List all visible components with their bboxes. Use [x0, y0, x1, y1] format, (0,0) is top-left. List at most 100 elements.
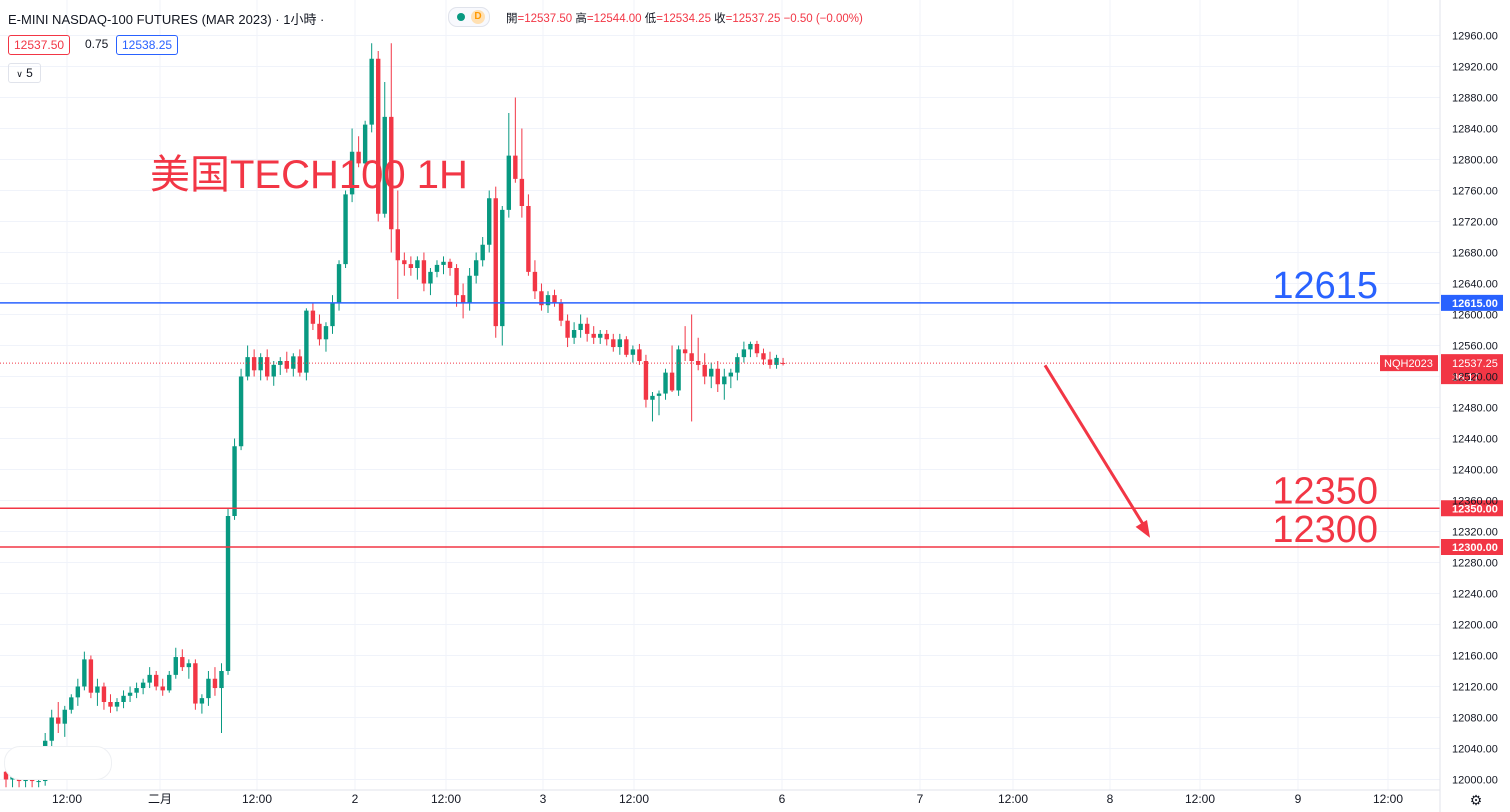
candle-body — [167, 674, 172, 691]
candle-body — [291, 356, 296, 369]
last-price-tag: 12537.25 — [1452, 358, 1498, 370]
time-tick-label: 6 — [779, 792, 786, 806]
candle-body — [591, 333, 596, 338]
low-label: 低 — [644, 13, 657, 25]
candle-body — [709, 368, 714, 377]
candle-body — [695, 361, 701, 365]
candle-body — [650, 395, 655, 400]
level-axis-tag-bg-support-2 — [1441, 539, 1503, 555]
price-axis[interactable]: 12000.00 12040.00 12080.00 12120.00 12160.00… — [1439, 0, 1498, 812]
candle-body — [656, 393, 662, 396]
candle-body — [552, 295, 557, 303]
candle-body — [767, 359, 773, 365]
candle-body — [402, 260, 407, 265]
candle-body — [95, 686, 100, 693]
candle-body — [447, 261, 453, 268]
level-annotation-resistance: 12615 — [1272, 265, 1378, 307]
candle-body — [558, 302, 564, 321]
candle-body — [493, 198, 498, 327]
level-axis-tag-resistance: 12615.00 — [1452, 298, 1498, 310]
close-label: 收 — [714, 13, 726, 25]
candle-body — [682, 349, 688, 354]
price-tick-label: 12400.00 — [1452, 465, 1498, 477]
candle-body — [408, 264, 414, 268]
price-tick-label: 12320.00 — [1452, 527, 1498, 539]
candle-body — [121, 695, 126, 702]
candle-body — [545, 295, 551, 306]
close-value: =12537.25 — [725, 13, 781, 25]
price-tick-label: 12960.00 — [1452, 31, 1498, 43]
level-axis-tag-support-1: 12350.00 — [1452, 503, 1498, 515]
candle-body — [258, 357, 263, 371]
candle-body — [36, 781, 41, 783]
spread-value: 0.75 — [85, 37, 109, 51]
candle-body — [88, 659, 94, 693]
candle-body — [676, 349, 681, 391]
candle-body — [271, 364, 276, 377]
price-tick-label: 12160.00 — [1452, 651, 1498, 663]
candle-body — [565, 320, 570, 338]
candle-body — [134, 688, 139, 693]
candle-body — [473, 260, 479, 276]
price-tick-label: 12120.00 — [1452, 682, 1498, 694]
candle-body — [232, 446, 237, 516]
candle-body — [317, 323, 322, 340]
time-tick-label: 12:00 — [242, 792, 272, 806]
open-label: 開 — [506, 13, 518, 25]
candle-body — [735, 357, 740, 373]
candle-body — [382, 116, 387, 214]
candle-body — [160, 686, 165, 691]
candle-body — [238, 376, 244, 447]
candle-body — [513, 155, 518, 179]
candle-body — [571, 330, 577, 338]
candle-body — [487, 198, 492, 245]
ohlc-legend: 開=12537.50 高=12544.00 低=12534.25 收=12537… — [506, 10, 863, 26]
candle-body — [108, 702, 113, 707]
chart-annotation-title[interactable]: 美国TECH100 1H — [150, 153, 468, 197]
candle-body — [219, 671, 224, 689]
price-tick-label: 12080.00 — [1452, 713, 1498, 725]
candle-body — [669, 372, 675, 391]
price-tick-label: 12720.00 — [1452, 217, 1498, 229]
price-tick-label: 12840.00 — [1452, 124, 1498, 136]
forecast-arrow-shaft — [1043, 364, 1146, 527]
candle-body — [147, 674, 152, 683]
level-axis-tag-bg-support-1 — [1441, 500, 1503, 517]
candle-body — [584, 323, 590, 334]
candle-body — [532, 271, 538, 292]
buy-button[interactable]: 12538.25 — [116, 35, 179, 55]
indicators-toggle[interactable]: ∨ 5 — [8, 63, 41, 83]
candle-body — [369, 58, 374, 125]
symbol-title[interactable]: E-MINI NASDAQ-100 FUTURES (MAR 2023) · 1… — [8, 12, 325, 27]
time-tick-label: 2 — [352, 792, 359, 806]
sell-button[interactable]: 12537.50 — [8, 35, 71, 55]
price-tick-label: 12200.00 — [1452, 620, 1498, 632]
time-tick-label: 3 — [540, 792, 547, 806]
candle-body — [663, 372, 668, 394]
candle-body — [617, 339, 623, 348]
time-axis[interactable]: 12:00 二月 12:00 2 12:00 3 12:00 6 7 12:00 8 12:00 9 12… — [0, 789, 1482, 808]
candle-body — [75, 686, 81, 698]
candle-body — [519, 178, 525, 206]
candle-body — [330, 302, 335, 327]
candle-body — [702, 364, 707, 377]
price-tick-label: 12440.00 — [1452, 434, 1498, 446]
candle-body — [741, 349, 747, 358]
candle-body — [506, 155, 512, 210]
candle-body — [153, 674, 159, 687]
candle-body — [598, 333, 603, 338]
time-tick-label: 12:00 — [52, 792, 82, 806]
candle-body — [180, 657, 185, 668]
candle-body — [395, 229, 400, 261]
candle-body — [748, 343, 753, 350]
price-tick-label: 12640.00 — [1452, 279, 1498, 291]
price-tick-label: 12280.00 — [1452, 558, 1498, 570]
forecast-arrow[interactable] — [1043, 364, 1150, 538]
candle-body — [265, 357, 270, 377]
market-status[interactable]: D — [448, 7, 490, 27]
symbol-tag-label: NQH2023 — [1384, 358, 1433, 370]
floating-toolbar[interactable] — [4, 746, 112, 780]
time-tick-label: 12:00 — [431, 792, 461, 806]
